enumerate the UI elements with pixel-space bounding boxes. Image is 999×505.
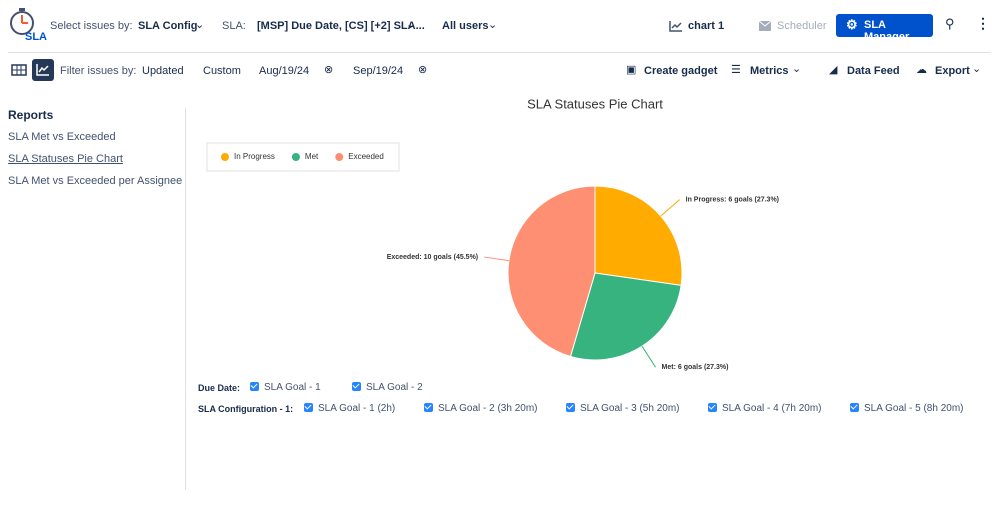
- goal-checkbox[interactable]: SLA Goal - 5 (8h 20m): [850, 402, 964, 416]
- checkbox-label: SLA Goal - 4 (7h 20m): [722, 403, 822, 414]
- goal-checkbox[interactable]: SLA Goal - 4 (7h 20m): [708, 402, 822, 416]
- data-label: Exceeded: 10 goals (45.5%): [387, 254, 478, 261]
- checkbox[interactable]: [708, 403, 717, 412]
- checkbox-label: SLA Goal - 1: [264, 382, 321, 393]
- logo-text: SLA: [25, 31, 47, 43]
- users-dropdown[interactable]: All users: [442, 20, 489, 32]
- goal-checkbox[interactable]: SLA Goal - 1: [250, 381, 321, 395]
- leader-line: [641, 345, 656, 368]
- pie-slice: [594, 185, 683, 286]
- legend-marker: [221, 153, 229, 161]
- chart-icon: [669, 21, 682, 32]
- pin-icon[interactable]: ⚲: [945, 16, 955, 31]
- sidebar-title: Reports: [8, 108, 54, 122]
- checkbox[interactable]: [304, 403, 313, 412]
- data-label: In Progress: 6 goals (27.3%): [686, 196, 779, 203]
- table-icon: [11, 64, 27, 76]
- clear-icon[interactable]: ⊗: [324, 64, 334, 76]
- legend-marker: [335, 153, 344, 161]
- chevron: ⌄: [406, 19, 416, 31]
- select-dropdown[interactable]: SLA Config: [138, 20, 198, 32]
- select-label: Select issues by:: [50, 20, 133, 32]
- feed-icon: ◢: [829, 64, 838, 76]
- leader-line: [660, 199, 680, 217]
- pie-slice: [507, 185, 596, 358]
- date-to[interactable]: Sep/19/24: [353, 65, 404, 77]
- goal-checkbox[interactable]: SLA Goal - 2 (3h 20m): [424, 402, 538, 416]
- sla-manager-label: SLA Manager: [864, 19, 910, 43]
- chevron: ⌄: [972, 63, 982, 75]
- gear-icon: ⚙: [846, 17, 858, 32]
- sidebar-link[interactable]: SLA Met vs Exceeded: [8, 131, 116, 143]
- legend-box: [206, 142, 400, 172]
- chevron: ⌄: [195, 19, 205, 31]
- updated-dropdown[interactable]: Updated: [142, 65, 184, 77]
- sidebar-link[interactable]: SLA Statuses Pie Chart: [8, 153, 123, 165]
- checkbox-label: SLA Goal - 3 (5h 20m): [580, 403, 680, 414]
- pie-slice: [569, 272, 682, 361]
- goal-checkbox[interactable]: SLA Goal - 1 (2h): [304, 402, 395, 416]
- checkbox[interactable]: [566, 403, 575, 412]
- chevron: ⌄: [792, 63, 802, 75]
- sla-label: SLA:: [222, 20, 246, 32]
- custom-dropdown[interactable]: Custom: [203, 65, 241, 77]
- export-dropdown[interactable]: Export: [935, 65, 970, 77]
- legend-label: In Progress: [234, 152, 275, 161]
- clear-icon[interactable]: ⊗: [418, 64, 428, 76]
- checkbox-label: SLA Goal - 2 (3h 20m): [438, 403, 538, 414]
- chart-icon: [36, 64, 49, 76]
- logo-icon: [10, 8, 34, 35]
- checkbox-label: SLA Goal - 2: [366, 382, 423, 393]
- mail-icon: [759, 21, 771, 31]
- sla-manager-button[interactable]: ⚙ SLA Manager: [836, 14, 933, 43]
- checkbox-label: SLA Goal - 1 (2h): [318, 403, 396, 414]
- legend-label: Met: [305, 152, 319, 161]
- chart-view-button[interactable]: [32, 59, 54, 81]
- goal-checkbox[interactable]: SLA Goal - 2: [352, 381, 423, 395]
- more-menu[interactable]: ⋮: [976, 15, 990, 31]
- gadget-icon: ▣: [626, 64, 637, 76]
- goal-group-label: SLA Configuration - 1:: [198, 404, 294, 414]
- data-feed-button[interactable]: Data Feed: [847, 65, 900, 77]
- leader-line: [484, 256, 509, 262]
- filter-label: Filter issues by:: [60, 65, 137, 77]
- scheduler-button[interactable]: Scheduler: [777, 20, 827, 32]
- metrics-dropdown[interactable]: Metrics: [750, 65, 789, 77]
- date-from[interactable]: Aug/19/24: [259, 65, 310, 77]
- chart-button[interactable]: chart 1: [688, 20, 725, 32]
- chart-title: SLA Statuses Pie Chart: [527, 96, 663, 111]
- metrics-icon: ☰: [731, 64, 741, 76]
- divider: [8, 52, 991, 53]
- table-view-button[interactable]: [8, 60, 30, 80]
- goal-group-label: Due Date:: [198, 383, 241, 393]
- checkbox[interactable]: [250, 382, 259, 391]
- checkbox[interactable]: [424, 403, 433, 412]
- sidebar-link[interactable]: SLA Met vs Exceeded per Assignee: [8, 175, 183, 187]
- legend-label: Exceeded: [348, 152, 384, 161]
- checkbox[interactable]: [352, 382, 361, 391]
- export-icon: ☁: [916, 64, 927, 76]
- checkbox-label: SLA Goal - 5 (8h 20m): [864, 403, 964, 414]
- sidebar-divider: [185, 108, 186, 490]
- data-label: Met: 6 goals (27.3%): [662, 364, 729, 371]
- create-gadget-button[interactable]: Create gadget: [644, 65, 718, 77]
- chevron: ⌄: [488, 19, 498, 31]
- checkbox[interactable]: [850, 403, 859, 412]
- legend-marker: [291, 153, 300, 161]
- sla-dropdown[interactable]: [MSP] Due Date, [CS] [+2] SLA...: [257, 20, 425, 32]
- goal-checkbox[interactable]: SLA Goal - 3 (5h 20m): [566, 402, 680, 416]
